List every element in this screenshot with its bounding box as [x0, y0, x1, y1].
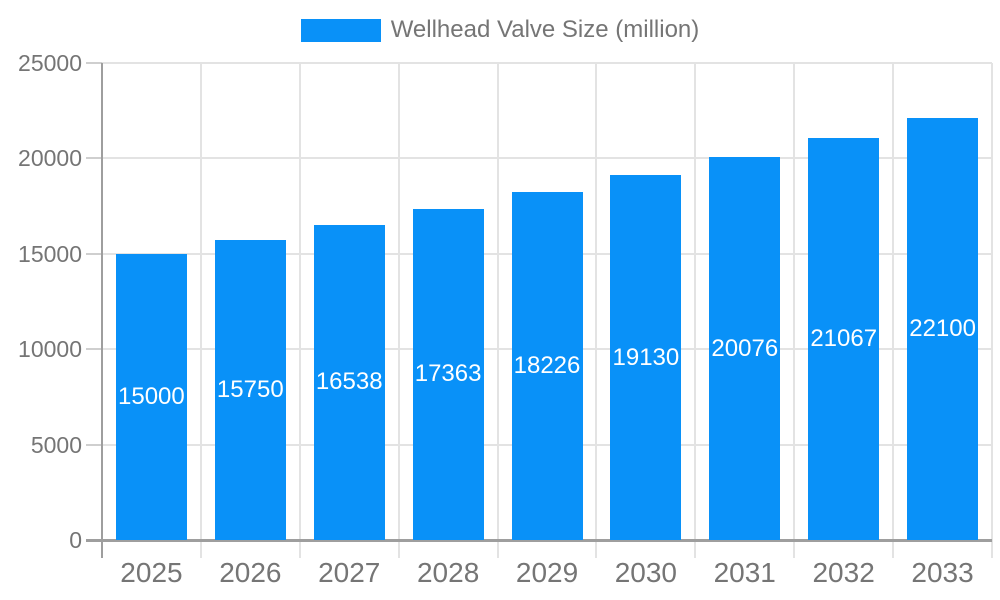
x-tick [496, 540, 499, 558]
x-gridline [397, 63, 400, 540]
x-tick [199, 540, 202, 558]
x-tick [298, 540, 301, 558]
x-axis-line [86, 539, 992, 542]
y-gridline [102, 157, 992, 160]
y-axis-label: 10000 [18, 336, 82, 363]
bar-value-label: 19130 [612, 343, 680, 371]
y-axis-label: 0 [69, 527, 82, 553]
bar-value-label: 17363 [414, 360, 482, 388]
x-gridline [694, 63, 697, 540]
bar-value-label: 15000 [118, 382, 185, 410]
legend: Wellhead Valve Size (million) [0, 17, 1000, 43]
bar-2026 [214, 239, 286, 540]
bar-2028 [412, 208, 484, 540]
x-axis-label: 2025 [120, 557, 183, 588]
x-axis-label: 2026 [219, 557, 282, 588]
x-tick [595, 540, 598, 558]
bar-value-label: 16538 [315, 368, 383, 396]
bar-2032 [808, 138, 880, 540]
bar-2027 [313, 224, 385, 540]
x-tick [694, 540, 697, 558]
bar-2031 [709, 156, 781, 540]
y-axis-label: 5000 [30, 431, 82, 458]
y-axis-line [101, 63, 103, 558]
legend-swatch [300, 19, 381, 42]
legend-label: Wellhead Valve Size (million) [390, 16, 700, 43]
x-gridline [892, 63, 895, 540]
x-axis-label: 2028 [416, 557, 480, 588]
x-gridline [199, 63, 202, 540]
bar-2029 [511, 192, 583, 540]
y-axis-label: 20000 [18, 145, 82, 172]
y-axis-label: 15000 [18, 240, 82, 267]
x-gridline [991, 63, 993, 540]
bar-value-label: 21067 [810, 325, 878, 352]
bar-2030 [610, 175, 682, 540]
bar-value-label: 22100 [909, 315, 976, 343]
x-gridline [496, 63, 499, 540]
x-tick [892, 540, 895, 558]
x-axis-label: 2027 [318, 557, 381, 588]
y-gridline [102, 62, 992, 64]
y-tick [86, 443, 102, 446]
y-axis-label: 25000 [18, 50, 82, 76]
y-tick [86, 157, 102, 160]
x-axis-label: 2033 [911, 557, 974, 588]
x-tick [991, 540, 993, 558]
x-axis-label: 2031 [713, 557, 776, 588]
x-gridline [595, 63, 598, 540]
y-tick [86, 348, 102, 351]
x-tick [397, 540, 400, 558]
bar-2033 [907, 118, 979, 540]
x-axis-label: 2029 [515, 557, 579, 588]
x-gridline [298, 63, 301, 540]
x-axis-label: 2030 [614, 557, 677, 588]
bar-value-label: 15750 [216, 375, 284, 403]
y-tick [86, 62, 102, 64]
x-axis-label: 2032 [812, 557, 875, 588]
x-gridline [793, 63, 796, 540]
bar-value-label: 20076 [711, 334, 779, 362]
bar-value-label: 18226 [513, 352, 581, 380]
x-tick [793, 540, 796, 558]
y-tick [86, 252, 102, 255]
bar-2025 [115, 253, 187, 540]
